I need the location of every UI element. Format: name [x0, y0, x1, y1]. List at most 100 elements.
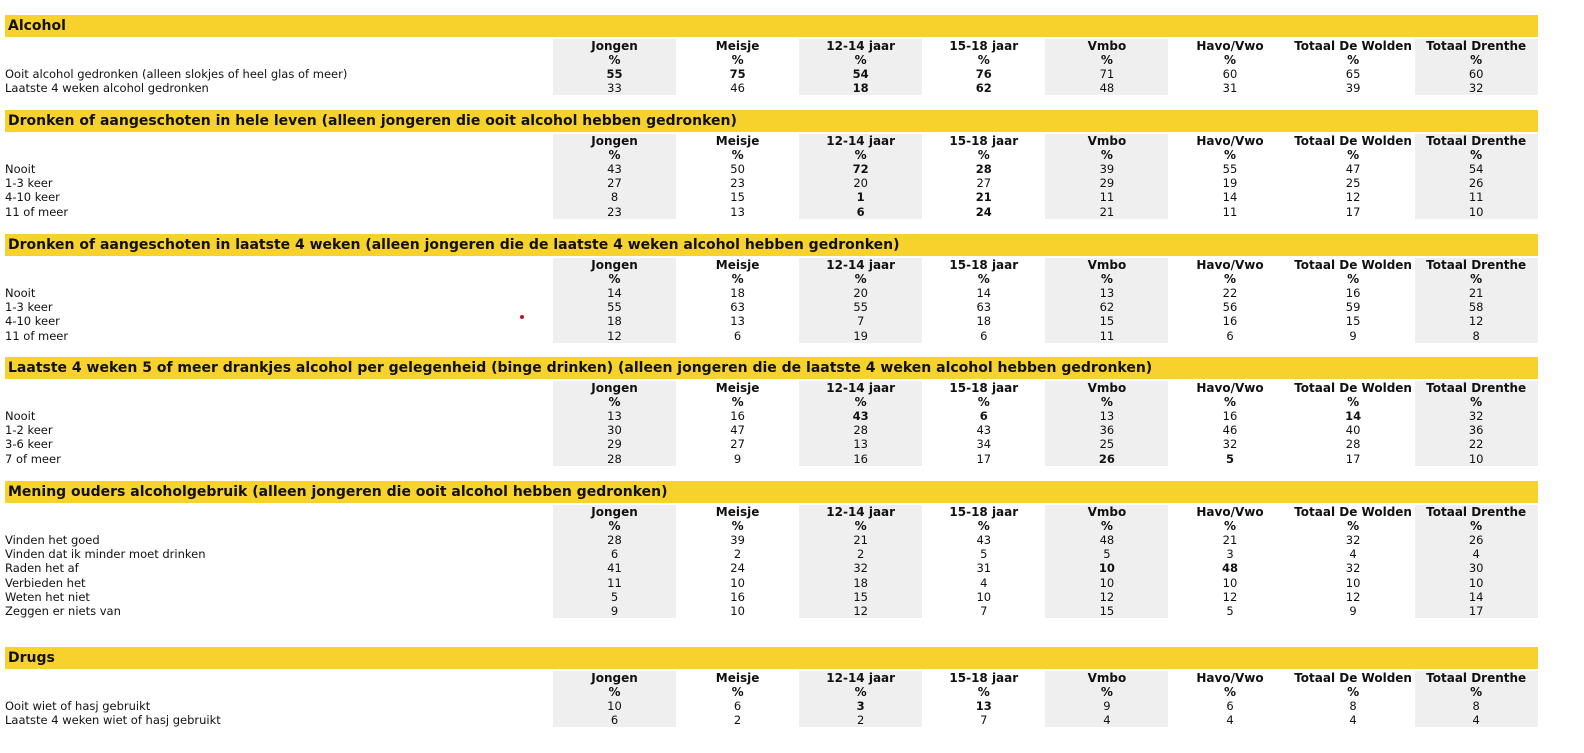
- unit-label: %: [977, 685, 990, 699]
- section-title: Dronken of aangeschoten in laatste 4 wek…: [8, 237, 900, 253]
- column-shade: [1045, 258, 1169, 343]
- value-cell: 3: [1226, 547, 1234, 562]
- row-label: 1-3 keer: [5, 300, 53, 315]
- value-cell: 6: [1226, 699, 1234, 713]
- value-cell: 47: [730, 423, 745, 438]
- value-cell: 4: [1226, 713, 1234, 728]
- value-cell: 11: [1222, 204, 1238, 219]
- value-cell: 41: [607, 561, 622, 576]
- value-cell: 24: [975, 204, 992, 219]
- value-cell: 34: [976, 437, 992, 452]
- value-cell: 4: [1472, 713, 1480, 728]
- value-cell: 12: [607, 328, 622, 343]
- value-cell: 23: [607, 204, 622, 219]
- value-cell: 20: [853, 286, 868, 300]
- column-header: Vmbo: [1087, 134, 1127, 148]
- value-cell: 10: [730, 604, 745, 618]
- value-cell: 76: [975, 67, 992, 81]
- unit-label: %: [1470, 53, 1483, 67]
- value-cell: 16: [730, 589, 745, 604]
- unit-label: %: [854, 272, 867, 286]
- value-cell: 72: [852, 162, 869, 176]
- unit-label: %: [1470, 148, 1483, 162]
- unit-label: %: [1100, 272, 1113, 286]
- value-cell: 21: [853, 533, 868, 547]
- value-cell: 13: [1099, 409, 1115, 423]
- column-header: Meisje: [715, 671, 760, 685]
- column-header: Totaal De Wolden: [1294, 381, 1412, 395]
- row-label: 7 of meer: [5, 451, 61, 466]
- value-cell: 39: [1099, 162, 1115, 176]
- value-cell: 55: [1222, 162, 1238, 176]
- column-header: Totaal De Wolden: [1294, 258, 1412, 272]
- value-cell: 10: [1468, 204, 1484, 219]
- row-label: Vinden het goed: [5, 533, 100, 547]
- value-cell: 65: [1345, 67, 1361, 81]
- unit-label: %: [1347, 272, 1360, 286]
- value-cell: 25: [1099, 437, 1115, 452]
- unit-label: %: [854, 148, 867, 162]
- column-header: Vmbo: [1087, 258, 1127, 272]
- value-cell: 7: [980, 604, 988, 618]
- value-cell: 13: [975, 699, 992, 713]
- value-cell: 47: [1345, 162, 1361, 176]
- row-label: Nooit: [5, 286, 36, 300]
- value-cell: 9: [610, 604, 619, 618]
- column-shade: [1045, 39, 1169, 96]
- section-bar: [5, 15, 1538, 37]
- value-cell: 14: [607, 286, 622, 300]
- section-bar: [5, 357, 1538, 379]
- unit-label: %: [731, 685, 744, 699]
- value-cell: 9: [733, 451, 742, 466]
- column-header: 15-18 jaar: [949, 134, 1019, 148]
- row-label: Laatste 4 weken alcohol gedronken: [5, 81, 209, 96]
- value-cell: 9: [1103, 699, 1111, 713]
- unit-label: %: [608, 148, 621, 162]
- value-cell: 15: [853, 589, 868, 604]
- value-cell: 29: [607, 437, 622, 452]
- column-header: Vmbo: [1087, 39, 1127, 53]
- column-header: Jongen: [591, 134, 638, 148]
- value-cell: 18: [730, 286, 745, 300]
- unit-label: %: [731, 53, 744, 67]
- value-cell: 28: [1345, 437, 1361, 452]
- value-cell: 15: [1099, 314, 1115, 329]
- value-cell: 6: [856, 204, 865, 219]
- column-shade: [1414, 505, 1538, 618]
- column-header: Havo/Vwo: [1196, 381, 1264, 395]
- value-cell: 16: [730, 409, 745, 423]
- value-cell: 30: [607, 423, 622, 438]
- column-shade: [1414, 39, 1538, 96]
- value-cell: 48: [1099, 533, 1115, 547]
- column-header: Totaal De Wolden: [1294, 505, 1412, 519]
- row-label: 11 of meer: [5, 204, 69, 219]
- value-cell: 6: [980, 328, 988, 343]
- unit-label: %: [608, 53, 621, 67]
- value-cell: 10: [1098, 561, 1115, 576]
- unit-label: %: [1347, 685, 1360, 699]
- value-cell: 16: [853, 451, 868, 466]
- column-header: 12-14 jaar: [826, 258, 896, 272]
- value-cell: 30: [1468, 561, 1484, 576]
- column-header: 12-14 jaar: [826, 134, 896, 148]
- value-cell: 14: [1345, 409, 1362, 423]
- column-header: Jongen: [591, 258, 638, 272]
- value-cell: 32: [1468, 81, 1484, 96]
- value-cell: 8: [1472, 328, 1480, 343]
- unit-label: %: [977, 148, 990, 162]
- column-header: Totaal Drenthe: [1426, 39, 1527, 53]
- value-cell: 4: [1349, 713, 1357, 728]
- column-shade: [1045, 671, 1169, 728]
- value-cell: 75: [729, 67, 746, 81]
- value-cell: 8: [1472, 699, 1480, 713]
- column-header: Jongen: [591, 381, 638, 395]
- value-cell: 32: [1345, 561, 1361, 576]
- value-cell: 63: [976, 300, 992, 315]
- value-cell: 18: [853, 575, 868, 590]
- column-header: Havo/Vwo: [1196, 134, 1264, 148]
- column-header: 15-18 jaar: [949, 258, 1019, 272]
- unit-label: %: [731, 519, 744, 533]
- column-shade: [799, 505, 923, 618]
- value-cell: 7: [980, 713, 988, 728]
